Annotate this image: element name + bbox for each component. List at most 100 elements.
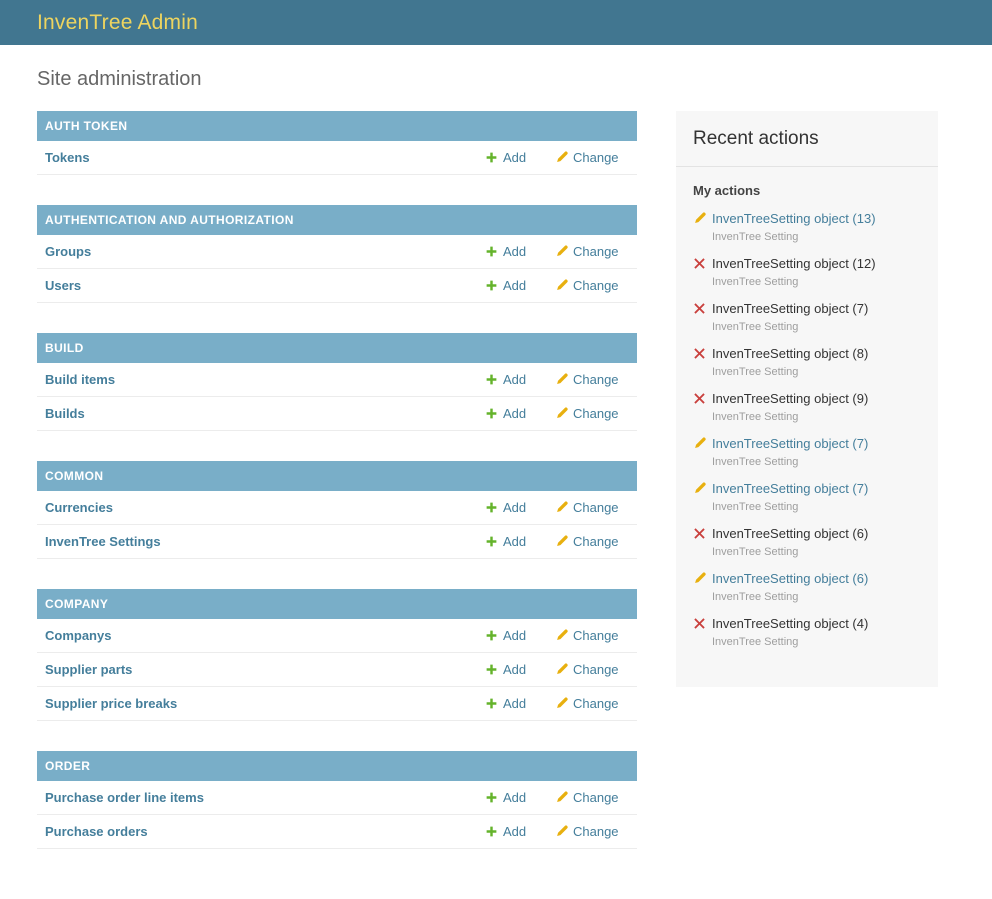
recent-action-meta: InvenTree Setting xyxy=(712,321,799,333)
add-link-companys[interactable]: Add xyxy=(485,628,531,643)
module-caption-auth[interactable]: AUTHENTICATION AND AUTHORIZATION xyxy=(37,205,637,235)
pencil-icon xyxy=(557,151,568,163)
recent-action-label: InvenTreeSetting object (4) xyxy=(712,616,869,631)
plus-icon xyxy=(486,246,497,257)
recent-action-link[interactable]: InvenTreeSetting object (13) xyxy=(712,211,876,226)
recent-actions-list: InvenTreeSetting object (13) InvenTree S… xyxy=(676,208,938,687)
model-link-build-items[interactable]: Build items xyxy=(45,372,116,387)
model-link-purchase-order-line-items[interactable]: Purchase order line items xyxy=(45,790,204,805)
module-auth: AUTHENTICATION AND AUTHORIZATION Groups … xyxy=(37,205,637,303)
recent-action-item: InvenTreeSetting object (7) InvenTree Se… xyxy=(693,436,921,468)
recent-action-label: InvenTreeSetting object (8) xyxy=(712,346,869,361)
change-label: Change xyxy=(573,150,619,165)
add-label: Add xyxy=(503,534,527,549)
model-link-tokens[interactable]: Tokens xyxy=(45,150,90,165)
module-caption-order[interactable]: ORDER xyxy=(37,751,637,781)
add-link-inventree-settings[interactable]: Add xyxy=(485,534,531,549)
change-link-supplier-parts[interactable]: Change xyxy=(555,662,621,677)
add-link-users[interactable]: Add xyxy=(485,278,531,293)
module-caption-common[interactable]: COMMON xyxy=(37,461,637,491)
model-row-tokens: Tokens Add Change xyxy=(37,141,637,175)
add-label: Add xyxy=(503,696,527,711)
add-link-supplier-price-breaks[interactable]: Add xyxy=(485,696,531,711)
model-link-users[interactable]: Users xyxy=(45,278,82,293)
model-row-supplier-price-breaks: Supplier price breaks Add Change xyxy=(37,687,637,721)
recent-action-link[interactable]: InvenTreeSetting object (7) xyxy=(712,481,869,496)
my-actions-heading: My actions xyxy=(693,183,761,198)
model-link-inventree-settings[interactable]: InvenTree Settings xyxy=(45,534,161,549)
recent-action-link[interactable]: InvenTreeSetting object (6) xyxy=(712,571,869,586)
add-label: Add xyxy=(503,662,527,677)
model-link-supplier-parts[interactable]: Supplier parts xyxy=(45,662,133,677)
module-order: ORDER Purchase order line items Add Chan… xyxy=(37,751,637,849)
add-label: Add xyxy=(503,150,527,165)
model-link-supplier-price-breaks[interactable]: Supplier price breaks xyxy=(45,696,178,711)
model-row-inventree-settings: InvenTree Settings Add Change xyxy=(37,525,637,559)
page-content: Site administration AUTH TOKEN Tokens Ad… xyxy=(0,68,992,899)
recent-action-meta: InvenTree Setting xyxy=(712,501,799,513)
module-caption-auth-token[interactable]: AUTH TOKEN xyxy=(37,111,637,141)
model-link-groups[interactable]: Groups xyxy=(45,244,92,259)
change-link-tokens[interactable]: Change xyxy=(555,150,621,165)
add-label: Add xyxy=(503,372,527,387)
change-label: Change xyxy=(573,790,619,805)
change-link-build-items[interactable]: Change xyxy=(555,372,621,387)
recent-actions-panel: Recent actions My actions InvenTreeSetti… xyxy=(676,111,938,687)
pencil-icon xyxy=(557,245,568,257)
module-caption-build[interactable]: BUILD xyxy=(37,333,637,363)
module-auth-token: AUTH TOKEN Tokens Add Change xyxy=(37,111,637,175)
change-link-builds[interactable]: Change xyxy=(555,406,621,421)
add-link-groups[interactable]: Add xyxy=(485,244,531,259)
add-link-build-items[interactable]: Add xyxy=(485,372,531,387)
change-link-purchase-orders[interactable]: Change xyxy=(555,824,621,839)
app-modules: AUTH TOKEN Tokens Add Change AUTHENTICAT… xyxy=(37,111,637,879)
plus-icon xyxy=(486,408,497,419)
add-link-supplier-parts[interactable]: Add xyxy=(485,662,531,677)
change-link-inventree-settings[interactable]: Change xyxy=(555,534,621,549)
add-link-tokens[interactable]: Add xyxy=(485,150,531,165)
change-label: Change xyxy=(573,696,619,711)
module-common: COMMON Currencies Add Change InvenTree S… xyxy=(37,461,637,559)
add-link-purchase-order-line-items[interactable]: Add xyxy=(485,790,531,805)
change-link-supplier-price-breaks[interactable]: Change xyxy=(555,696,621,711)
plus-icon xyxy=(486,630,497,641)
change-label: Change xyxy=(573,662,619,677)
model-link-builds[interactable]: Builds xyxy=(45,406,85,421)
change-link-groups[interactable]: Change xyxy=(555,244,621,259)
recent-action-item: InvenTreeSetting object (13) InvenTree S… xyxy=(693,211,921,243)
pencil-icon xyxy=(693,571,712,588)
recent-action-item: InvenTreeSetting object (4) InvenTree Se… xyxy=(693,616,921,648)
cross-icon xyxy=(693,301,712,318)
recent-action-item: InvenTreeSetting object (8) InvenTree Se… xyxy=(693,346,921,378)
change-label: Change xyxy=(573,500,619,515)
cross-icon xyxy=(693,391,712,408)
recent-action-item: InvenTreeSetting object (6) InvenTree Se… xyxy=(693,571,921,603)
pencil-icon xyxy=(557,535,568,547)
change-link-purchase-order-line-items[interactable]: Change xyxy=(555,790,621,805)
model-link-companys[interactable]: Companys xyxy=(45,628,112,643)
cross-icon xyxy=(693,526,712,543)
plus-icon xyxy=(486,698,497,709)
change-link-companys[interactable]: Change xyxy=(555,628,621,643)
module-build: BUILD Build items Add Change Builds Add … xyxy=(37,333,637,431)
app-title[interactable]: InvenTree Admin xyxy=(37,10,198,34)
page-title: Site administration xyxy=(37,68,202,90)
model-link-purchase-orders[interactable]: Purchase orders xyxy=(45,824,148,839)
add-link-currencies[interactable]: Add xyxy=(485,500,531,515)
add-label: Add xyxy=(503,500,527,515)
add-label: Add xyxy=(503,406,527,421)
plus-icon xyxy=(486,374,497,385)
add-link-purchase-orders[interactable]: Add xyxy=(485,824,531,839)
model-row-companys: Companys Add Change xyxy=(37,619,637,653)
recent-action-link[interactable]: InvenTreeSetting object (7) xyxy=(712,436,869,451)
module-caption-company[interactable]: COMPANY xyxy=(37,589,637,619)
change-link-currencies[interactable]: Change xyxy=(555,500,621,515)
recent-action-meta: InvenTree Setting xyxy=(712,366,799,378)
change-link-users[interactable]: Change xyxy=(555,278,621,293)
add-link-builds[interactable]: Add xyxy=(485,406,531,421)
pencil-icon xyxy=(557,279,568,291)
recent-action-meta: InvenTree Setting xyxy=(712,456,799,468)
model-link-currencies[interactable]: Currencies xyxy=(45,500,113,515)
add-label: Add xyxy=(503,244,527,259)
change-label: Change xyxy=(573,534,619,549)
